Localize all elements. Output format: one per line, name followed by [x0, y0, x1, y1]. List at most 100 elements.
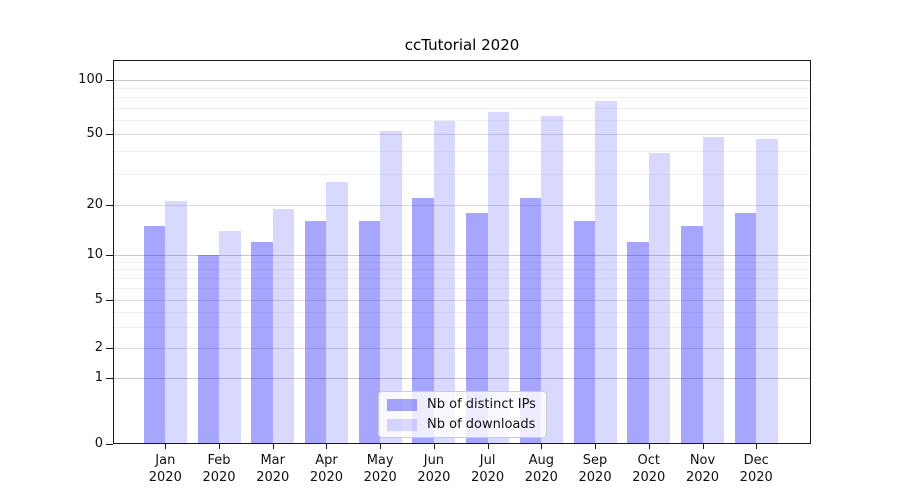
x-tick-label-apr: Apr 2020 [296, 452, 356, 486]
x-tick-mark-feb [219, 444, 221, 449]
minor-gridline-9 [113, 261, 811, 263]
bar-nb-of-distinct-ips-jun [412, 197, 434, 444]
x-tick-label-dec: Dec 2020 [726, 452, 786, 486]
legend-label-downloads: Nb of downloads [427, 417, 536, 432]
x-tick-month: Nov [689, 453, 716, 468]
bar-nb-of-distinct-ips-may [358, 221, 381, 444]
major-gridline-100 [113, 80, 811, 81]
x-tick-year: 2020 [632, 470, 666, 485]
y-tick-label-5: 5 [94, 292, 103, 307]
legend: Nb of distinct IPs Nb of downloads [378, 391, 547, 438]
legend-label-distinct-ips: Nb of distinct IPs [427, 397, 536, 412]
y-tick-label-20: 20 [86, 197, 103, 212]
x-tick-label-feb: Feb 2020 [189, 452, 249, 486]
x-tick-mark-apr [326, 444, 328, 449]
major-gridline-10 [113, 255, 811, 256]
x-tick-year: 2020 [524, 470, 558, 485]
major-gridline-20 [113, 205, 811, 206]
plot-area: 0 1 2 5 10 20 50 100 Jan 2020 Feb 2020 Mar 2020 Apr 202… [78, 60, 811, 485]
x-tick-mark-dec [756, 444, 758, 449]
minor-gridline-7 [113, 278, 811, 280]
major-gridline-2 [113, 348, 811, 349]
minor-gridline-4 [113, 311, 811, 313]
x-tick-label-jan: Jan 2020 [135, 452, 195, 486]
bar-nb-of-downloads-may [380, 130, 402, 444]
x-tick-month: Sep [582, 453, 608, 468]
x-tick-mark-jul [487, 444, 489, 449]
bar-nb-of-downloads-aug [541, 116, 563, 444]
x-tick-mark-jan [165, 444, 167, 449]
x-tick-mark-jun [433, 444, 435, 449]
x-tick-month: Apr [315, 453, 338, 468]
bar-nb-of-distinct-ips-mar [251, 241, 273, 444]
x-tick-label-sep: Sep 2020 [565, 452, 625, 486]
major-gridline-50 [113, 134, 811, 135]
minor-gridline-3 [113, 326, 811, 328]
x-tick-label-nov: Nov 2020 [673, 452, 733, 486]
bar-nb-of-downloads-apr [326, 181, 348, 444]
y-tick-label-2: 2 [94, 340, 103, 355]
x-tick-year: 2020 [417, 470, 451, 485]
x-tick-month: Dec [743, 453, 769, 468]
x-tick-label-jun: Jun 2020 [404, 452, 464, 486]
bar-nb-of-downloads-nov [702, 137, 724, 444]
bar-nb-of-distinct-ips-jul [466, 212, 488, 444]
x-tick-mark-oct [648, 444, 650, 449]
legend-swatch-distinct-ips [387, 398, 417, 411]
bar-nb-of-downloads-dec [756, 138, 778, 444]
x-tick-year: 2020 [363, 470, 397, 485]
y-tick-mark-5 [106, 299, 113, 301]
bar-nb-of-downloads-jan [165, 201, 187, 444]
y-tick-label-10: 10 [86, 247, 103, 262]
x-tick-label-aug: Aug 2020 [511, 452, 571, 486]
x-tick-mark-sep [595, 444, 597, 449]
x-tick-label-may: May 2020 [350, 452, 410, 486]
bar-nb-of-distinct-ips-oct [627, 241, 649, 444]
x-tick-month: May [366, 453, 394, 468]
x-tick-month: Oct [637, 453, 660, 468]
x-tick-year: 2020 [202, 470, 236, 485]
x-tick-month: Aug [528, 453, 555, 468]
y-tick-label-0: 0 [94, 436, 103, 451]
bar-nb-of-distinct-ips-feb [197, 255, 220, 444]
bar-nb-of-downloads-jul [487, 112, 510, 444]
x-tick-label-oct: Oct 2020 [619, 452, 679, 486]
y-tick-label-50: 50 [86, 126, 103, 141]
minor-gridline-6 [113, 288, 811, 290]
legend-item-distinct-ips: Nb of distinct IPs [387, 397, 536, 412]
y-tick-mark-0 [106, 443, 113, 445]
bar-nb-of-downloads-oct [648, 153, 671, 444]
bar-nb-of-downloads-sep [595, 101, 617, 444]
x-tick-year: 2020 [578, 470, 612, 485]
y-tick-mark-2 [106, 347, 113, 349]
x-tick-year: 2020 [685, 470, 720, 485]
x-tick-mark-aug [541, 444, 543, 449]
x-tick-year: 2020 [256, 470, 290, 485]
minor-gridline-30 [113, 173, 811, 175]
y-tick-mark-20 [106, 204, 113, 206]
bar-nb-of-downloads-mar [272, 208, 295, 444]
minor-gridline-90 [113, 88, 811, 90]
minor-gridline-8 [113, 269, 811, 271]
x-tick-mark-nov [702, 444, 704, 449]
x-tick-mark-may [380, 444, 382, 449]
minor-gridline-40 [113, 151, 811, 153]
bar-nb-of-distinct-ips-apr [304, 221, 327, 444]
bar-nb-of-downloads-feb [219, 230, 241, 444]
x-tick-month: Mar [260, 453, 285, 468]
bar-nb-of-distinct-ips-sep [573, 221, 596, 444]
y-tick-mark-50 [106, 133, 113, 135]
x-tick-month: Jun [423, 453, 445, 468]
y-tick-mark-1 [106, 377, 113, 379]
major-gridline-5 [113, 300, 811, 301]
bar-nb-of-distinct-ips-nov [681, 225, 703, 444]
legend-swatch-downloads [387, 418, 417, 431]
x-tick-month: Jan [155, 453, 176, 468]
y-tick-label-1: 1 [94, 370, 103, 385]
x-tick-month: Feb [207, 453, 231, 468]
bar-nb-of-distinct-ips-jan [143, 225, 166, 444]
y-tick-label-100: 100 [78, 72, 103, 87]
legend-item-downloads: Nb of downloads [387, 417, 536, 432]
x-tick-year: 2020 [739, 470, 773, 485]
x-tick-mark-mar [272, 444, 274, 449]
